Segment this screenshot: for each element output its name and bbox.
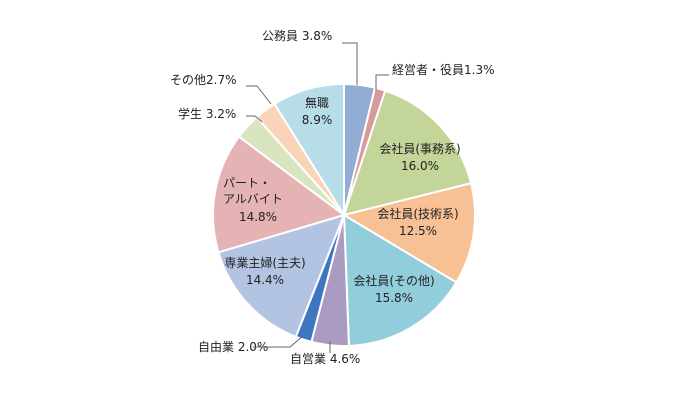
leader-line-11	[246, 85, 272, 105]
pie-slice-5	[342, 213, 458, 347]
slices-group	[211, 82, 476, 347]
slice-label-12: 無職	[305, 95, 329, 110]
slice-label-2: 経営者・役員1.3%	[392, 62, 495, 77]
slice-value-4: 12.5%	[399, 224, 437, 238]
slice-label-4: 会社員(技術系)	[377, 206, 458, 221]
slice-label-7: 自由業 2.0%	[198, 340, 268, 354]
slice-label-1: 公務員 3.8%	[262, 29, 332, 43]
slice-label-9-line-2: アルバイト	[223, 192, 283, 206]
pie-slice-8	[217, 213, 346, 339]
pie-slice-9	[211, 135, 347, 254]
pie-slice-4	[341, 182, 476, 284]
slice-label-5: 会社員(その他)	[353, 273, 434, 288]
leader-line-2	[375, 74, 389, 90]
slice-label-8: 専業主婦(主夫)	[224, 255, 305, 270]
labels-group: 公務員 3.8% 経営者・役員1.3% 会社員(事務系) 16.0% 会社員(技術系) 1…	[170, 29, 495, 366]
pie-slice-12	[273, 82, 345, 219]
slice-value-3: 16.0%	[401, 159, 439, 173]
leader-line-7	[253, 335, 304, 348]
slice-value-8: 14.4%	[246, 273, 284, 287]
slice-label-6: 自営業 4.6%	[290, 352, 360, 366]
slice-value-12: 8.9%	[302, 113, 333, 127]
slice-label-10: 学生 3.2%	[178, 106, 236, 121]
slice-label-3: 会社員(事務系)	[379, 141, 460, 156]
slice-value-9: 14.8%	[239, 210, 277, 224]
slice-value-5: 15.8%	[375, 291, 413, 305]
pie-slice-3	[342, 89, 473, 217]
slice-label-9-line-1: パート・	[223, 176, 271, 190]
leader-line-1	[342, 42, 358, 85]
leader-line-10	[246, 115, 263, 123]
slice-label-11: その他2.7%	[170, 73, 237, 87]
